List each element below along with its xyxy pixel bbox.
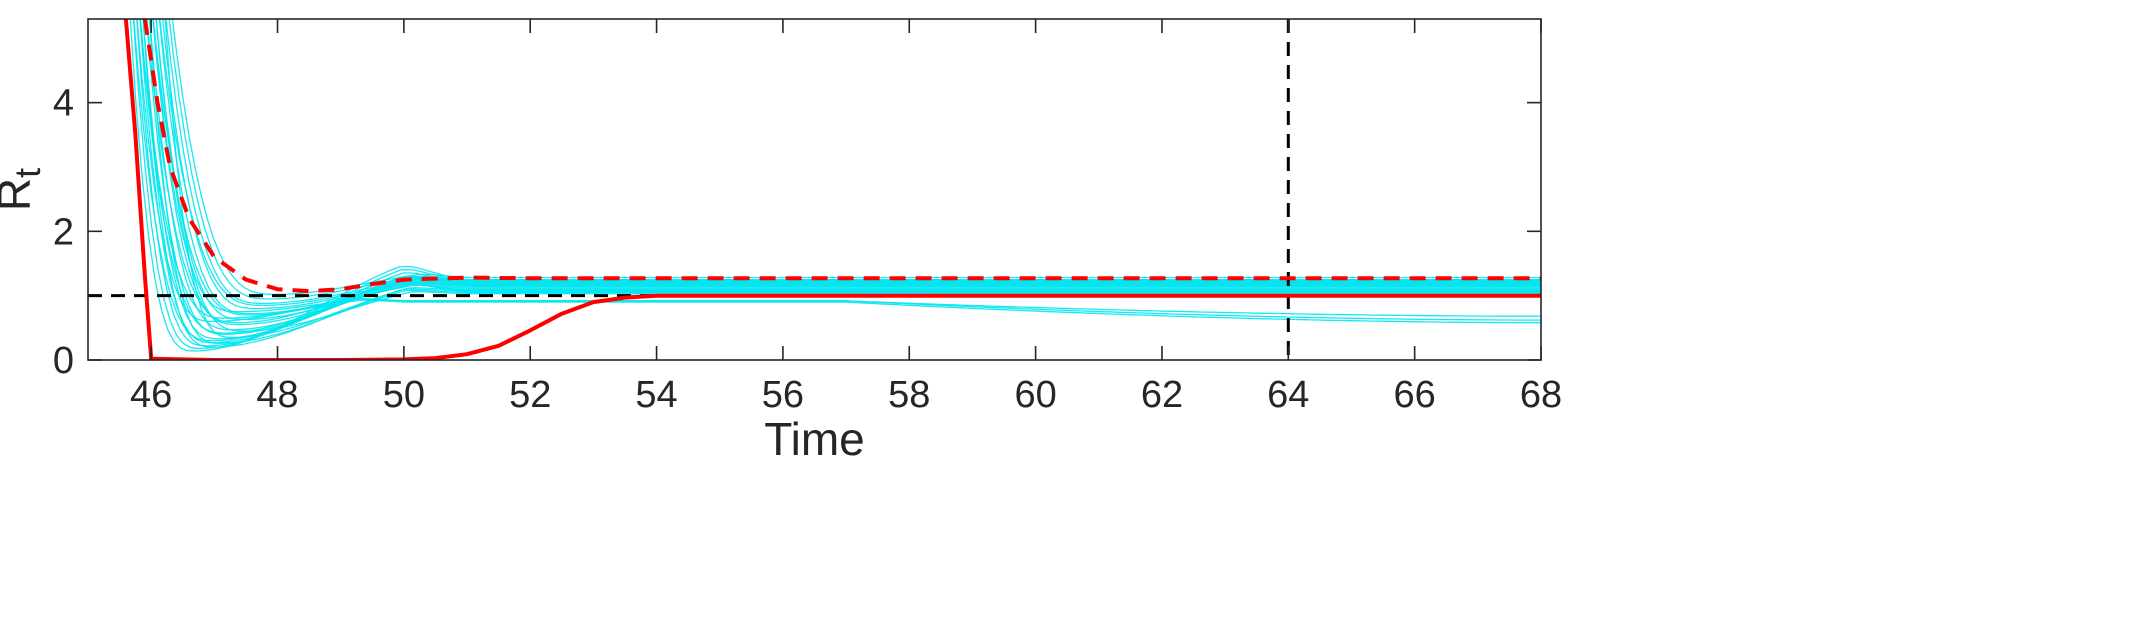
x-tick-label: 50 bbox=[383, 374, 425, 416]
ensemble-line bbox=[159, 19, 1541, 306]
ensemble-line bbox=[136, 19, 1541, 323]
ensemble-line bbox=[149, 19, 1541, 331]
y-tick-label: 4 bbox=[53, 83, 74, 125]
ensemble-line bbox=[168, 19, 1541, 300]
x-tick-label: 54 bbox=[635, 374, 677, 416]
y-axis-label-main: R bbox=[0, 178, 40, 211]
x-tick-label: 60 bbox=[1014, 374, 1056, 416]
ensemble-line bbox=[148, 19, 1541, 344]
axes-frame bbox=[87, 18, 1542, 361]
x-tick-label: 48 bbox=[256, 374, 298, 416]
y-axis-label-subscript: t bbox=[7, 168, 48, 178]
x-tick-label: 64 bbox=[1267, 374, 1309, 416]
ensemble-line bbox=[129, 19, 1541, 352]
x-tick-label: 62 bbox=[1141, 374, 1183, 416]
ensemble-line bbox=[155, 19, 1541, 321]
axis-ticks: 46 48 50 52 54 56 58 60 62 64 66 68 0 2 4 bbox=[53, 19, 1562, 416]
x-tick-label: 56 bbox=[762, 374, 804, 416]
x-tick-label: 66 bbox=[1394, 374, 1436, 416]
ensemble-line bbox=[162, 19, 1541, 310]
ensemble-line bbox=[152, 19, 1541, 316]
red-series-lines bbox=[123, 19, 1541, 360]
x-axis-label: Time bbox=[764, 413, 865, 465]
x-tick-label: 46 bbox=[130, 374, 172, 416]
ensemble-line bbox=[152, 19, 1541, 326]
ensemble-line bbox=[171, 19, 1541, 296]
ensemble-lines bbox=[129, 19, 1541, 352]
ensemble-line bbox=[146, 19, 1541, 324]
ensemble-line bbox=[145, 19, 1541, 335]
x-tick-label: 68 bbox=[1520, 374, 1562, 416]
ensemble-line bbox=[152, 19, 1541, 317]
x-tick-label: 52 bbox=[509, 374, 551, 416]
red-dashed-series bbox=[142, 19, 1541, 294]
ensemble-line bbox=[139, 19, 1541, 324]
y-axis-label: Rt bbox=[0, 168, 48, 211]
ensemble-line bbox=[158, 19, 1541, 315]
y-tick-label: 0 bbox=[53, 340, 74, 382]
red-solid-series bbox=[123, 19, 1541, 360]
x-tick-label: 58 bbox=[888, 374, 930, 416]
y-tick-label: 2 bbox=[53, 211, 74, 253]
ensemble-line bbox=[165, 19, 1541, 305]
